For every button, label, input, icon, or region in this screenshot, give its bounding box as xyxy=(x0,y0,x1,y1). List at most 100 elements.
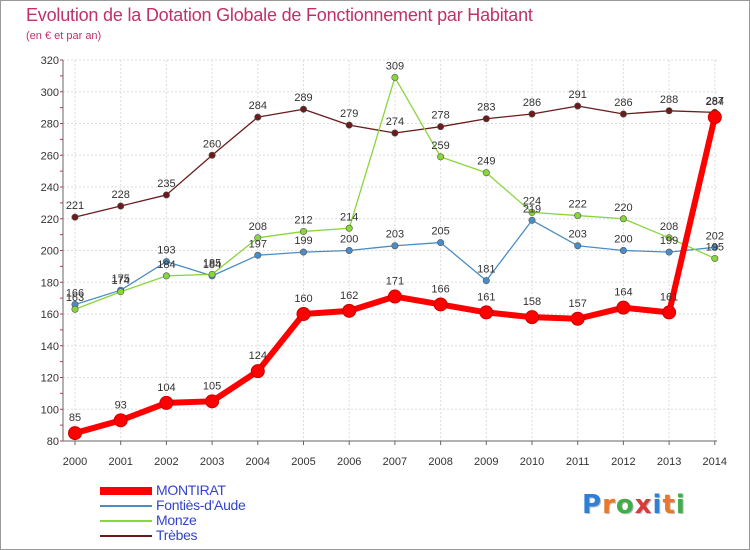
data-point-monze xyxy=(391,73,399,81)
data-point-montirat xyxy=(525,310,539,325)
data-point-monze xyxy=(711,254,719,262)
legend-label: Monze xyxy=(156,512,197,528)
legend-swatch xyxy=(100,505,152,507)
data-point-tr-bes xyxy=(574,102,582,110)
legend-label: MONTIRAT xyxy=(156,482,226,498)
data-point-montirat xyxy=(113,413,128,428)
data-point-fonti-s-d-aude xyxy=(574,242,582,250)
y-tick-label: 140 xyxy=(41,341,59,353)
data-label-montirat: 171 xyxy=(386,276,404,288)
data-label-monze: 214 xyxy=(340,211,358,223)
data-point-tr-bes xyxy=(619,110,627,118)
x-tick-label: 2009 xyxy=(474,456,498,468)
data-point-montirat xyxy=(342,303,357,318)
y-tick-label: 100 xyxy=(41,404,59,416)
data-point-monze xyxy=(528,208,536,216)
data-point-fonti-s-d-aude xyxy=(254,251,262,259)
data-label-montirat: 161 xyxy=(660,291,678,303)
data-label-montirat: 158 xyxy=(523,296,541,308)
logo-letter: i xyxy=(652,490,663,520)
y-tick-label: 220 xyxy=(41,214,59,226)
data-label-monze: 212 xyxy=(294,214,312,226)
data-point-fonti-s-d-aude xyxy=(665,248,673,256)
x-tick-label: 2003 xyxy=(200,456,224,468)
data-point-monze xyxy=(619,215,627,223)
data-label-tr-bes: 274 xyxy=(386,116,404,128)
data-label-monze: 309 xyxy=(386,60,404,72)
x-tick-label: 2014 xyxy=(703,456,727,468)
x-tick-label: 2012 xyxy=(611,456,635,468)
y-tick-label: 180 xyxy=(41,277,59,289)
data-label-tr-bes: 228 xyxy=(112,189,130,201)
data-point-monze xyxy=(482,169,490,177)
x-tick-label: 2005 xyxy=(291,456,315,468)
data-point-montirat xyxy=(159,395,174,410)
data-label-tr-bes: 278 xyxy=(431,110,449,122)
y-tick-label: 260 xyxy=(41,150,59,162)
data-point-tr-bes xyxy=(117,202,125,210)
data-label-montirat: 160 xyxy=(294,293,312,305)
data-label-montirat: 161 xyxy=(477,291,495,303)
data-label-montirat: 104 xyxy=(157,382,175,394)
legend-swatch xyxy=(100,487,152,495)
logo-letter: i xyxy=(675,490,686,520)
data-label-fonti-s-d-aude: 184 xyxy=(203,259,221,271)
data-label-montirat: 93 xyxy=(115,399,127,411)
data-label-layer: 221 228 235 260 284 289 279 274 278 283 286 291 286 2… xyxy=(66,60,724,424)
data-label-monze: 249 xyxy=(477,156,495,168)
data-label-monze: 222 xyxy=(569,199,587,211)
data-label-monze: 208 xyxy=(660,221,678,233)
chart-title: Evolution de la Dotation Globale de Fonc… xyxy=(26,5,533,25)
data-point-fonti-s-d-aude xyxy=(482,277,490,285)
data-point-montirat xyxy=(250,364,265,379)
data-label-montirat: 105 xyxy=(203,380,221,392)
logo-letter: o xyxy=(615,490,635,520)
data-label-monze: 259 xyxy=(431,140,449,152)
x-tick-label: 2008 xyxy=(428,456,452,468)
data-label-fonti-s-d-aude: 203 xyxy=(569,229,587,241)
data-point-monze xyxy=(71,305,79,313)
y-tick-label: 160 xyxy=(41,309,59,321)
data-point-montirat xyxy=(707,110,722,125)
proxiti-logo: Proxiti xyxy=(582,490,686,520)
data-point-montirat xyxy=(433,297,448,312)
data-label-monze: 185 xyxy=(203,257,221,269)
data-label-monze: 220 xyxy=(614,202,632,214)
data-point-montirat xyxy=(662,305,677,320)
data-label-tr-bes: 287 xyxy=(706,95,724,107)
data-label-tr-bes: 284 xyxy=(249,100,267,112)
data-point-fonti-s-d-aude xyxy=(162,258,170,266)
data-point-fonti-s-d-aude xyxy=(437,239,445,247)
data-label-fonti-s-d-aude: 166 xyxy=(66,287,84,299)
data-point-tr-bes xyxy=(254,113,262,121)
legend-label: Trèbes xyxy=(156,527,198,543)
data-point-montirat xyxy=(205,394,220,409)
data-point-monze xyxy=(345,224,353,232)
data-point-fonti-s-d-aude xyxy=(711,243,719,251)
data-label-fonti-s-d-aude: 199 xyxy=(660,235,678,247)
data-label-fonti-s-d-aude: 202 xyxy=(706,230,724,242)
x-tick-label: 2007 xyxy=(383,456,407,468)
logo-letter: t xyxy=(662,490,676,520)
data-point-montirat xyxy=(570,311,585,326)
series-layer xyxy=(68,73,722,441)
legend-swatch xyxy=(100,535,152,537)
x-tick-label: 2013 xyxy=(657,456,681,468)
data-label-montirat: 157 xyxy=(569,298,587,310)
data-point-fonti-s-d-aude xyxy=(299,248,307,256)
data-point-monze xyxy=(437,153,445,161)
data-label-fonti-s-d-aude: 200 xyxy=(614,234,632,246)
data-label-montirat: 85 xyxy=(69,412,81,424)
data-label-monze: 208 xyxy=(249,221,267,233)
data-label-tr-bes: 221 xyxy=(66,200,84,212)
y-tick-label: 320 xyxy=(41,55,59,67)
data-label-monze: 224 xyxy=(523,195,541,207)
data-point-tr-bes xyxy=(345,121,353,129)
data-point-tr-bes xyxy=(437,123,445,131)
data-point-fonti-s-d-aude xyxy=(619,247,627,255)
data-point-montirat xyxy=(68,426,82,441)
data-point-tr-bes xyxy=(528,110,536,118)
y-tick-label: 240 xyxy=(41,182,59,194)
data-point-tr-bes xyxy=(208,151,216,159)
data-label-montirat: 164 xyxy=(614,287,632,299)
